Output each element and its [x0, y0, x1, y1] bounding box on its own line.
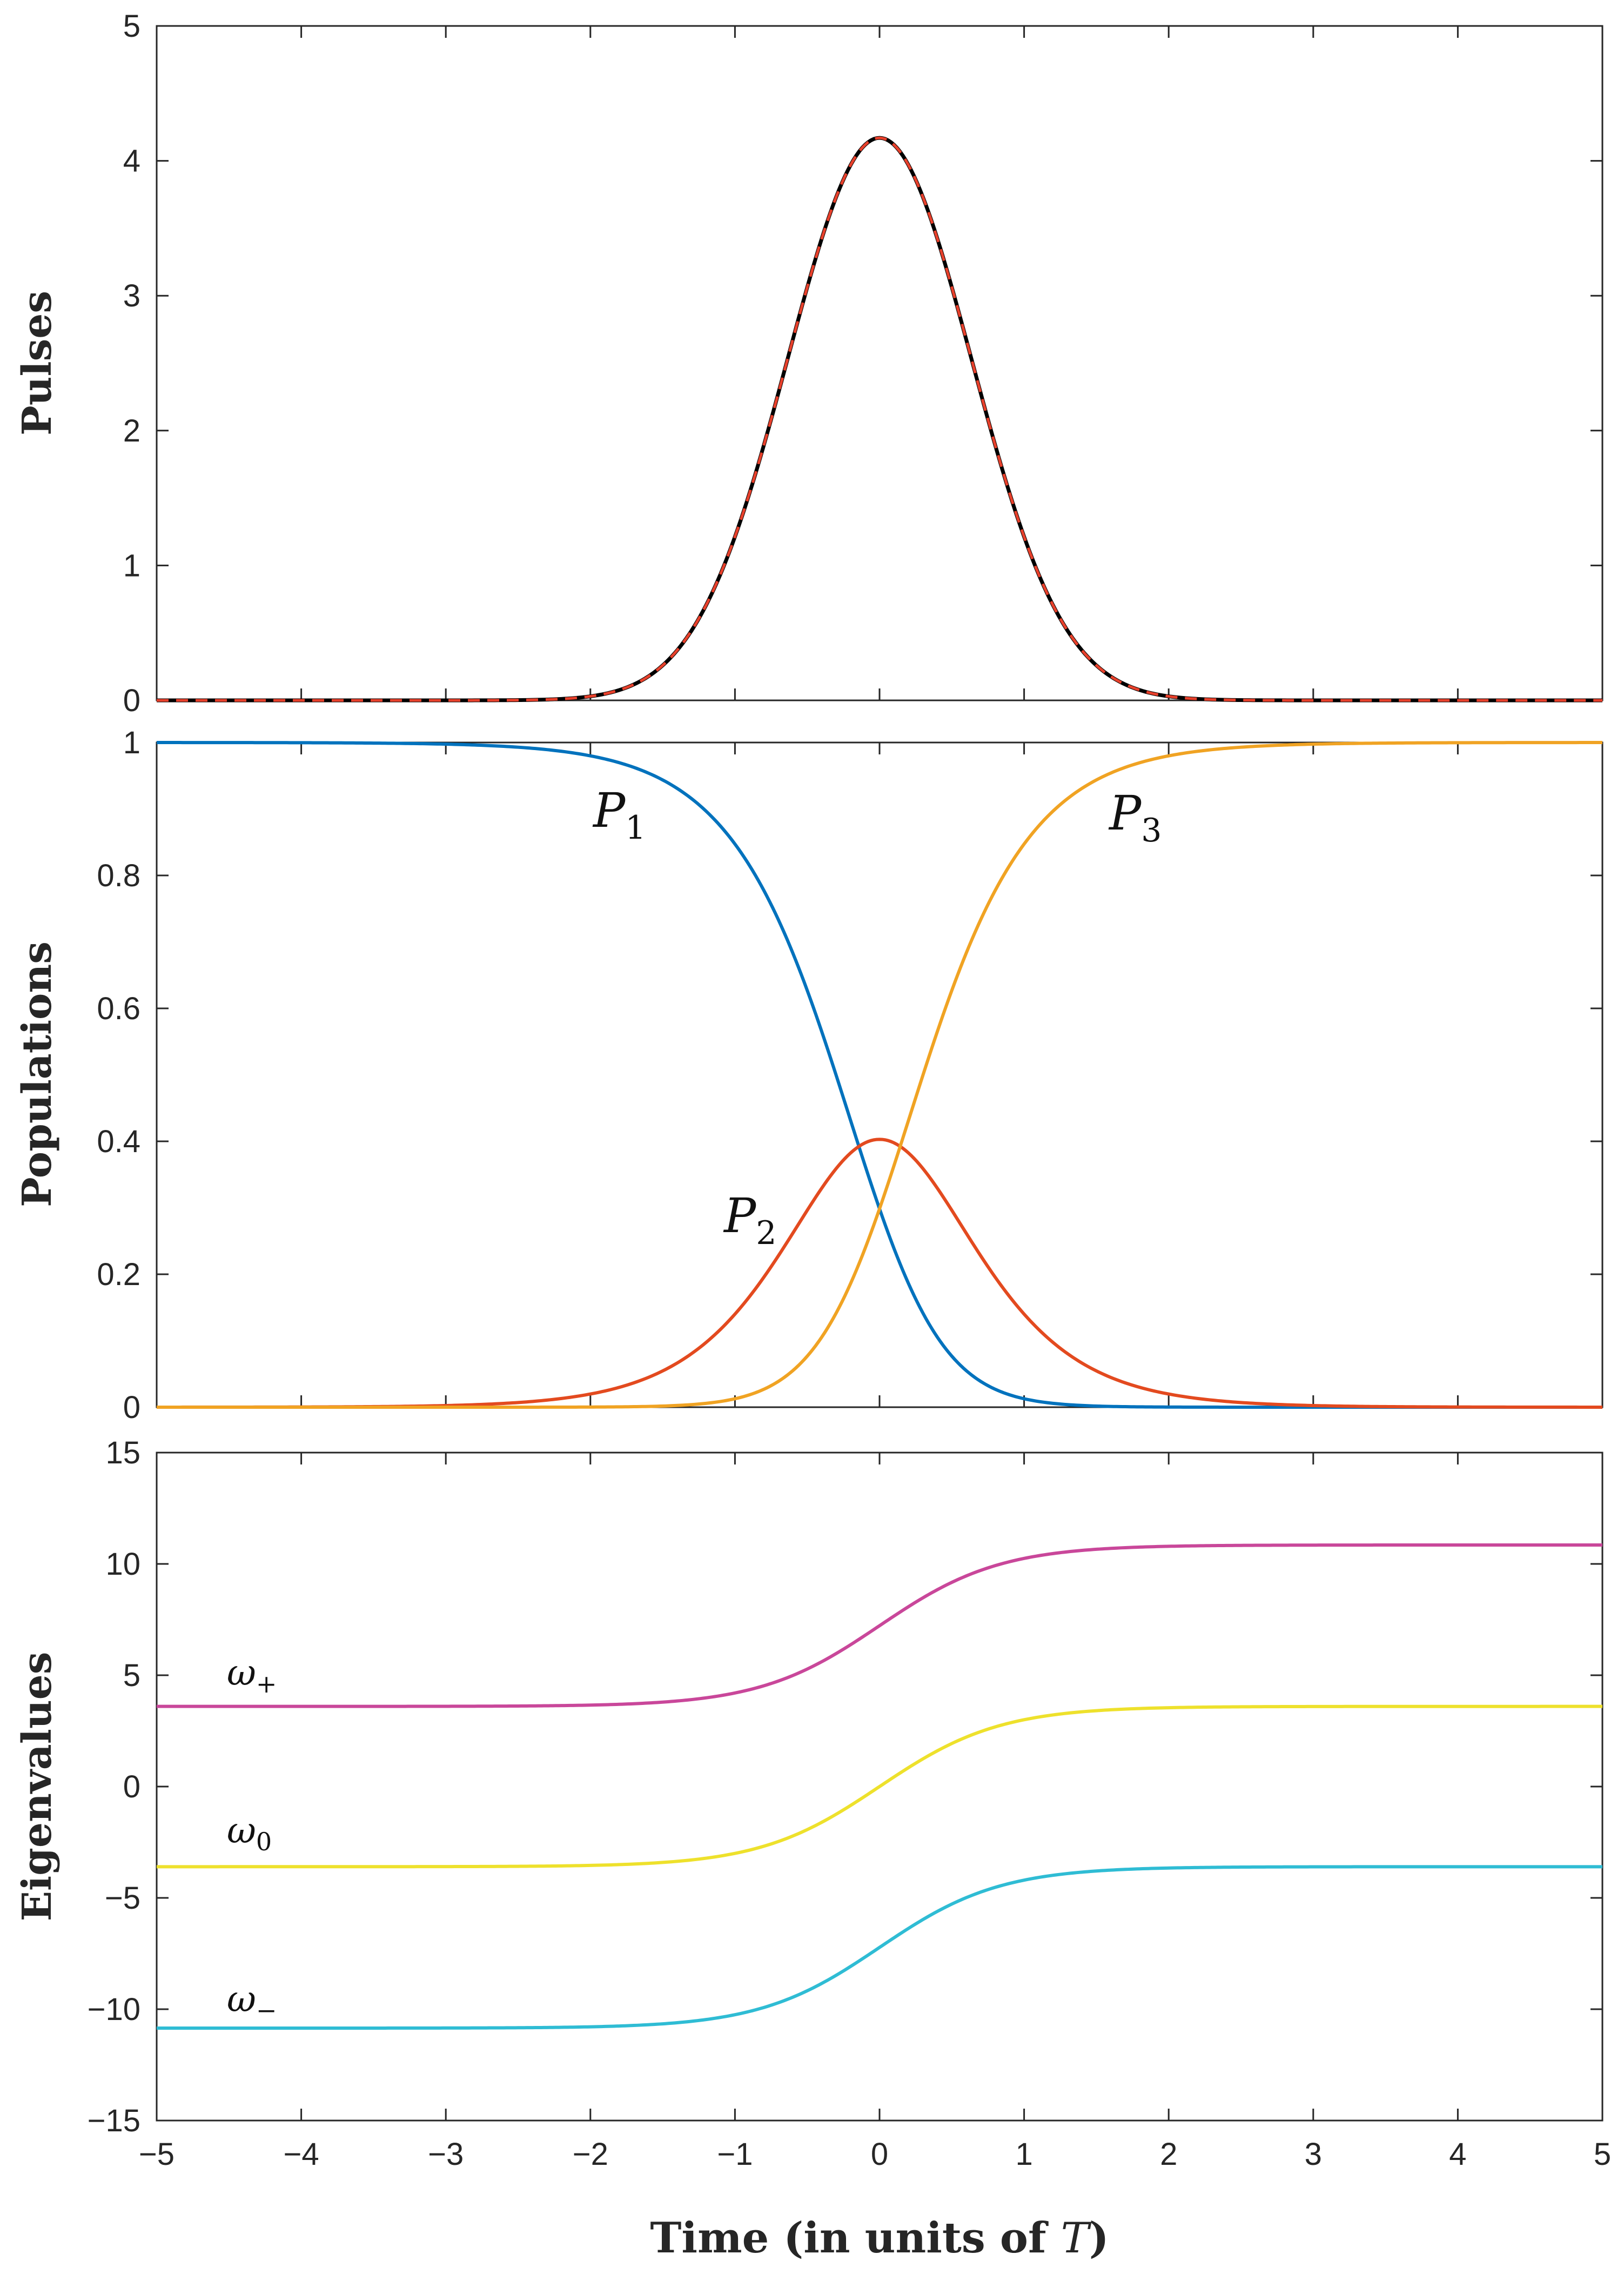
ytick-label: 10: [105, 1547, 140, 1582]
p1-label-main: P: [592, 782, 626, 838]
xtick-label: −3: [428, 2137, 464, 2172]
omega-plus-label: ω+: [227, 1652, 277, 1698]
ytick-label: 4: [123, 144, 140, 179]
omega-zero-line: [157, 1704, 1602, 1869]
ytick-label: 0: [123, 1390, 140, 1425]
omega-plus-line: [157, 1543, 1602, 1708]
p2-label: P2: [723, 1188, 776, 1252]
omega-zero-label: ω0: [227, 1810, 272, 1856]
ytick-label: 15: [105, 1435, 140, 1470]
ytick-label: −15: [88, 2103, 140, 2138]
ytick-label: 5: [123, 9, 140, 44]
pulse-2-line: [157, 136, 1602, 702]
xtick-label: 1: [1015, 2137, 1032, 2172]
ytick-label: 5: [123, 1658, 140, 1693]
xtick-label: −4: [284, 2137, 319, 2172]
xtick-label: 4: [1449, 2137, 1466, 2172]
p3-label-sub: 3: [1141, 812, 1162, 850]
xtick-label: 3: [1305, 2137, 1322, 2172]
xtick-label: 2: [1160, 2137, 1177, 2172]
pulses-ylabel: Pulses: [14, 291, 61, 436]
omega-minus-line: [157, 1865, 1602, 2030]
p1-label-sub: 1: [625, 809, 646, 847]
ytick-label: 0: [123, 683, 140, 718]
populations-axes-box: [156, 741, 1603, 1408]
p1-label: P1: [592, 782, 646, 847]
ytick-label: −5: [105, 1881, 140, 1916]
ytick-label: 0.8: [97, 858, 140, 893]
omega-zero-sub: 0: [256, 1827, 272, 1856]
p2-label-main: P: [723, 1188, 757, 1243]
p2-label-sub: 2: [756, 1214, 776, 1252]
ytick-label: 2: [123, 413, 140, 449]
omega-minus-main: ω: [227, 1978, 256, 2020]
populations-panel: 00.20.40.60.81 Populations P1 P3 P2: [14, 725, 1603, 1425]
eigenvalues-xtick-labels: −5 −4 −3 −2 −1 0 1 2 3 4 5: [139, 2137, 1611, 2172]
xtick-label: −5: [139, 2137, 175, 2172]
pulses-lines: [157, 136, 1602, 703]
xtick-label: 0: [871, 2137, 888, 2172]
pulses-ticks: [156, 25, 1603, 701]
eigenvalues-ytick-labels: −15 −10 −5 0 5 10 15: [88, 1435, 140, 2138]
omega-plus-sub: +: [256, 1669, 277, 1698]
pulses-ytick-labels: 0 1 2 3 4 5: [123, 9, 140, 718]
ytick-label: 0.6: [97, 991, 140, 1026]
populations-ytick-labels: 0 0.2 0.4 0.6 0.8 1: [97, 725, 140, 1425]
time-xlabel: Time (in units of T): [650, 2213, 1109, 2263]
ytick-label: 3: [123, 278, 140, 313]
ytick-label: 0.4: [97, 1124, 140, 1159]
pulses-axes-box: [156, 25, 1603, 701]
ytick-label: 1: [123, 548, 140, 583]
eigenvalues-ticks: [156, 1452, 1603, 2122]
omega-plus-main: ω: [227, 1652, 256, 1694]
xlabel-var: T: [1061, 2214, 1092, 2263]
xlabel-suffix: ): [1089, 2213, 1109, 2263]
pulse-1-line: [157, 136, 1602, 703]
populations-ticks: [156, 741, 1603, 1408]
p3-label: P3: [1108, 785, 1162, 850]
xlabel-prefix: Time (in units of: [650, 2213, 1061, 2263]
ytick-label: 0.2: [97, 1257, 140, 1292]
omega-minus-sub: −: [256, 1996, 277, 2025]
eigenvalues-ylabel: Eigenvalues: [14, 1652, 61, 1922]
populations-ylabel: Populations: [14, 941, 61, 1207]
p1-line: [157, 741, 1602, 1409]
ytick-label: −10: [88, 1992, 140, 2027]
xtick-label: −1: [717, 2137, 753, 2172]
ytick-label: 0: [123, 1769, 140, 1804]
xtick-label: −2: [573, 2137, 608, 2172]
omega-zero-main: ω: [227, 1810, 256, 1851]
p2-line: [157, 1138, 1602, 1409]
pulses-panel: 0 1 2 3 4 5 Pulses: [14, 9, 1603, 718]
xtick-label: 5: [1594, 2137, 1611, 2172]
eigenvalues-lines: [157, 1543, 1602, 2030]
p3-line: [157, 741, 1602, 1409]
omega-minus-label: ω−: [227, 1978, 277, 2025]
p3-label-main: P: [1108, 785, 1142, 841]
populations-lines: [157, 741, 1602, 1409]
ytick-label: 1: [123, 725, 140, 760]
